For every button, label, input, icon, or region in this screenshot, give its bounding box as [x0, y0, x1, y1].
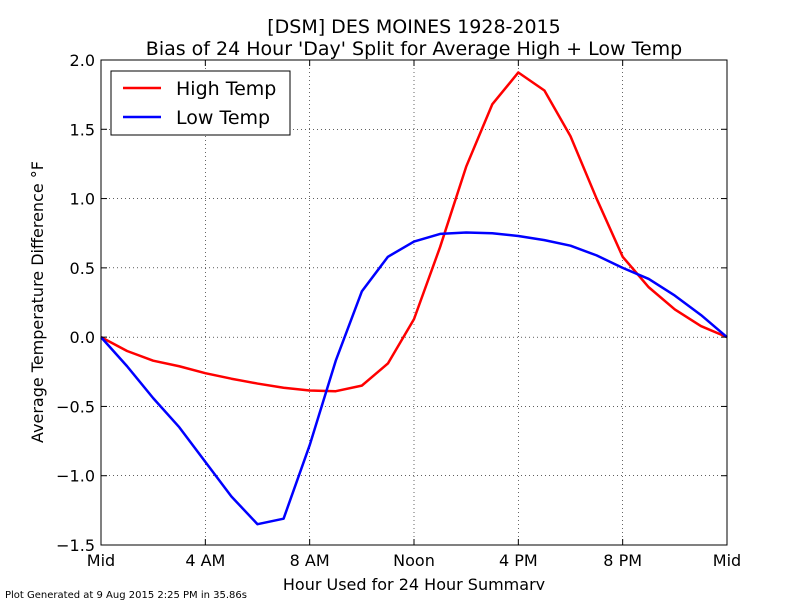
plot-generated-footnote: Plot Generated at 9 Aug 2015 2:25 PM in …	[5, 590, 247, 601]
y-axis-label: Average Temperature Difference °F	[28, 161, 47, 443]
legend: High Temp Low Temp	[110, 70, 291, 136]
y-tick-label: 0.0	[70, 328, 95, 347]
y-tick-label: 1.5	[70, 120, 95, 139]
x-tick-label: 4 AM	[185, 551, 225, 570]
y-tick-label: 1.0	[70, 190, 95, 209]
y-tick-label: −0.5	[56, 397, 95, 416]
axis-ticks: Mid 4 AM 8 AM Noon 4 PM 8 PM Mid−1.5−1.0−0.50.…	[56, 51, 741, 570]
legend-box	[110, 70, 291, 136]
legend-label-high-temp: High Temp	[176, 78, 276, 100]
legend-label-low-temp: Low Temp	[176, 107, 270, 129]
temperature-bias-chart: [DSM] DES MOINES 1928-2015 Bias of 24 Ho…	[28, 16, 741, 590]
x-tick-label: 8 AM	[290, 551, 330, 570]
series-lines	[100, 71, 728, 526]
y-tick-label: −1.5	[56, 536, 95, 555]
x-tick-label: Mid	[87, 551, 115, 570]
x-tick-label: Mid	[713, 551, 741, 570]
x-tick-label: Noon	[393, 551, 435, 570]
y-tick-label: 2.0	[70, 51, 95, 70]
chart-subtitle: Bias of 24 Hour 'Day' Split for Average …	[146, 38, 682, 60]
high-temp-line	[100, 71, 728, 393]
x-tick-label: 4 PM	[499, 551, 538, 570]
x-tick-label: 8 PM	[603, 551, 642, 570]
chart-title: [DSM] DES MOINES 1928-2015	[267, 16, 561, 38]
y-tick-label: −1.0	[56, 467, 95, 486]
y-tick-label: 0.5	[70, 259, 95, 278]
x-axis-label: Hour Used for 24 Hour Summary	[283, 575, 545, 590]
low-temp-line	[100, 231, 728, 526]
